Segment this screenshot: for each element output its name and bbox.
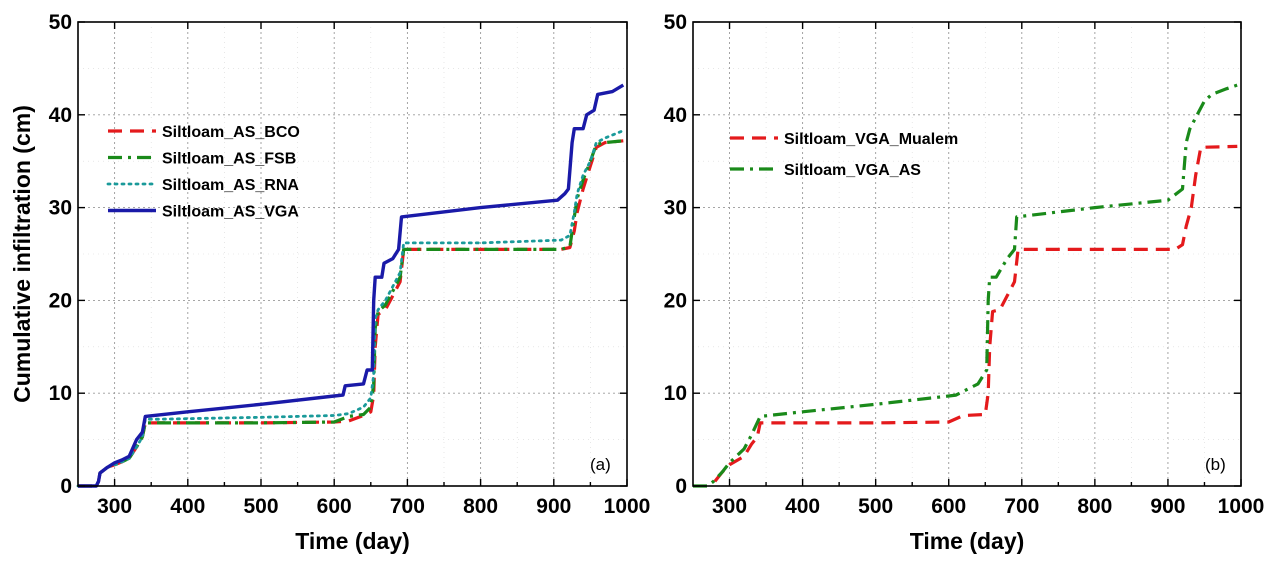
x-tick-label: 800 — [1077, 495, 1112, 518]
x-tick-label: 600 — [931, 495, 966, 518]
y-tick-label: 40 — [49, 104, 72, 127]
y-tick-label: 20 — [49, 289, 72, 312]
x-tick-label: 800 — [463, 495, 498, 518]
chart-panel-b: 300 400 500 600 700 800 900 1000 0 10 20 30 40 50 Time… — [664, 11, 1265, 554]
y-tick-label: 0 — [675, 475, 687, 498]
y-tick-label: 10 — [664, 382, 687, 405]
series-line-siltloam-as-vga — [78, 83, 625, 488]
y-tick-label: 30 — [664, 197, 687, 220]
x-tick-label: 400 — [785, 495, 820, 518]
x-tick-label: 500 — [858, 495, 893, 518]
x-tick-label: 400 — [170, 495, 205, 518]
y-tick-label: 10 — [49, 382, 72, 405]
panel-label: (b) — [1205, 455, 1226, 474]
series-line-siltloam-as-bco — [78, 139, 624, 488]
legend-label: Siltloam_AS_RNA — [162, 177, 299, 194]
x-tick-label: 300 — [97, 495, 132, 518]
legend-label: Siltloam_AS_FSB — [162, 151, 296, 168]
plot-frame — [692, 21, 1242, 487]
y-axis-title: Cumulative infiltration (cm) — [9, 105, 35, 403]
y-tick-label: 50 — [664, 11, 687, 34]
x-tick-label: 1000 — [604, 495, 651, 518]
legend-label: Siltloam_VGA_AS — [784, 162, 921, 179]
chart-panel-a: 300 400 500 600 700 800 900 1000 0 10 20 30 40 50 Time… — [9, 11, 650, 554]
series-line-siltloam-as-fsb — [78, 139, 624, 488]
x-tick-label: 500 — [243, 495, 278, 518]
series-line-siltloam-as-rna — [76, 129, 625, 488]
x-tick-label: 700 — [1004, 495, 1039, 518]
x-tick-label: 300 — [712, 495, 747, 518]
x-tick-label: 900 — [536, 495, 571, 518]
x-tick-label: 900 — [1150, 495, 1185, 518]
panel-label: (a) — [590, 455, 611, 474]
x-axis-title: Time (day) — [295, 528, 410, 554]
y-tick-label: 30 — [49, 197, 72, 220]
series-line-siltloam-vga-mualem — [713, 144, 1238, 483]
series-line-siltloam-vga-as — [693, 83, 1238, 488]
legend-label: Siltloam_AS_BCO — [162, 124, 300, 141]
legend-label: Siltloam_AS_VGA — [162, 204, 299, 221]
y-tick-label: 40 — [664, 104, 687, 127]
x-tick-label: 600 — [317, 495, 352, 518]
x-axis-title: Time (day) — [910, 528, 1025, 554]
plot-frame — [77, 21, 628, 487]
x-tick-label: 1000 — [1218, 495, 1265, 518]
y-tick-label: 20 — [664, 289, 687, 312]
x-tick-label: 700 — [390, 495, 425, 518]
legend-label: Siltloam_VGA_Mualem — [784, 131, 958, 148]
y-tick-label: 50 — [49, 11, 72, 34]
y-tick-label: 0 — [60, 475, 72, 498]
